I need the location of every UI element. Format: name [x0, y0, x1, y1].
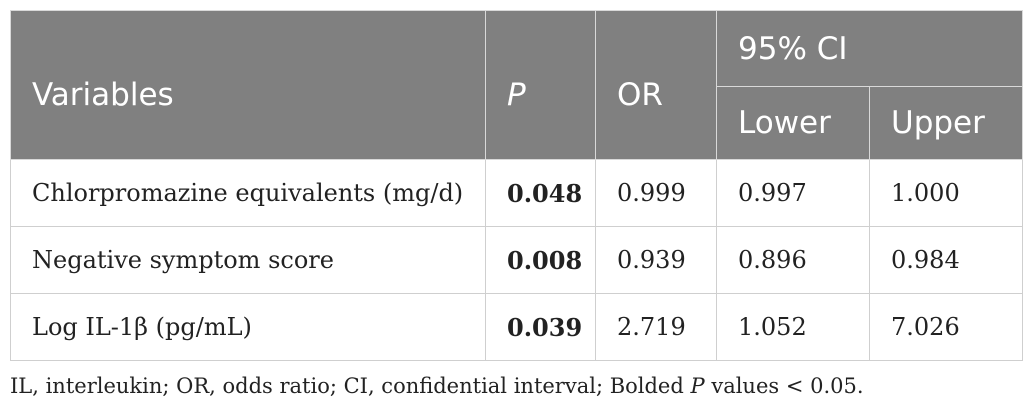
cell-variable: Chlorpromazine equivalents (mg/d) — [10, 159, 486, 227]
footnote-p-italic: P — [690, 374, 705, 398]
cell-p-value: 0.048 — [485, 159, 596, 227]
header-lower: Lower — [716, 86, 870, 160]
table-row: Chlorpromazine equivalents (mg/d) 0.048 … — [10, 159, 1024, 227]
cell-ci-upper: 7.026 — [868, 293, 1024, 361]
cell-variable: Log IL-1β (pg/mL) — [10, 293, 486, 361]
cell-variable: Negative symptom score — [10, 226, 486, 294]
footnote-text-start: IL, interleukin; OR, odds ratio; CI, con… — [10, 374, 684, 398]
cell-p-value: 0.039 — [485, 293, 596, 361]
table-row: Log IL-1β (pg/mL) 0.039 2.719 1.052 7.02… — [10, 293, 1024, 361]
cell-ci-lower: 0.997 — [716, 159, 870, 227]
header-variables: Variables — [10, 10, 486, 160]
cell-odds-ratio: 0.999 — [595, 159, 717, 227]
cell-ci-lower: 0.896 — [716, 226, 870, 294]
cell-odds-ratio: 2.719 — [595, 293, 717, 361]
cell-ci-upper: 1.000 — [868, 159, 1024, 227]
header-upper: Upper — [868, 86, 1024, 160]
results-table-container: Variables P OR 95% CI Lower Upper Chlorp… — [10, 10, 1024, 361]
table-footnote: IL, interleukin; OR, odds ratio; CI, con… — [10, 374, 1022, 398]
cell-ci-upper: 0.984 — [868, 226, 1024, 294]
footnote-text-end: values < 0.05. — [711, 374, 864, 398]
header-p-value: P — [485, 10, 596, 160]
regression-table: Variables P OR 95% CI Lower Upper Chlorp… — [10, 10, 1024, 361]
cell-p-value: 0.008 — [485, 226, 596, 294]
cell-ci-lower: 1.052 — [716, 293, 870, 361]
header-confidence-interval: 95% CI — [715, 10, 1024, 87]
table-row: Negative symptom score 0.008 0.939 0.896… — [10, 226, 1024, 294]
cell-odds-ratio: 0.939 — [595, 226, 717, 294]
header-odds-ratio: OR — [595, 10, 717, 160]
